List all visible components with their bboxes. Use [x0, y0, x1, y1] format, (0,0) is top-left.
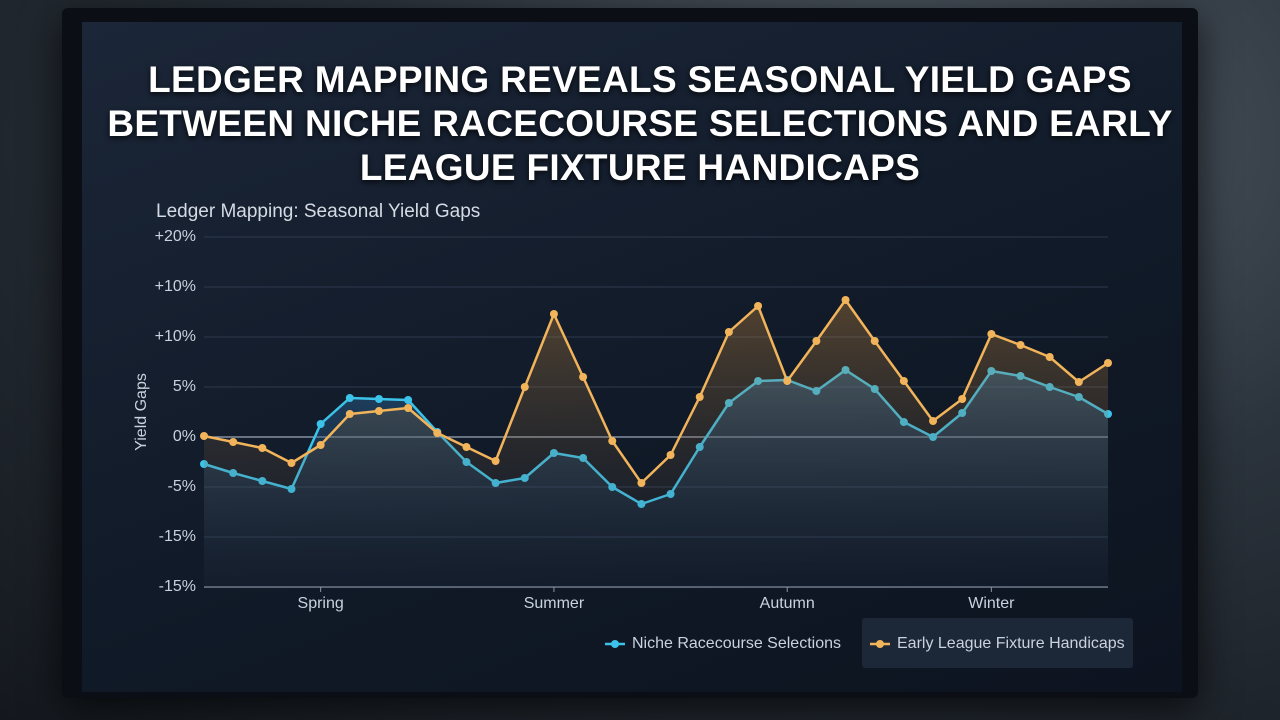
data-point [316, 420, 325, 428]
data-point [987, 330, 996, 338]
data-point [258, 444, 267, 452]
x-tick-label: Summer [524, 595, 585, 612]
series-area [204, 300, 1108, 587]
y-tick-label: +10% [155, 278, 196, 295]
data-point [316, 441, 325, 449]
data-point [841, 296, 850, 304]
chart-title: Ledger Mapping: Seasonal Yield Gaps [156, 201, 480, 222]
headline: LEDGER MAPPING REVEALS SEASONAL YIELD GA… [107, 59, 1173, 188]
data-point [812, 337, 821, 345]
x-tick-label: Autumn [760, 595, 815, 612]
data-point [929, 417, 938, 425]
legend-marker [876, 640, 884, 648]
data-point [958, 395, 967, 403]
data-point [345, 410, 354, 418]
data-point [229, 438, 238, 446]
legend-marker [611, 640, 619, 648]
x-tick-label: Spring [298, 595, 344, 612]
y-axis-label: Yield Gaps [133, 373, 150, 451]
data-point [1104, 359, 1112, 367]
data-point [404, 396, 413, 404]
y-tick-label: -15% [159, 528, 196, 545]
y-tick-label: 0% [173, 428, 196, 445]
data-point [666, 451, 675, 459]
y-tick-label: -15% [159, 578, 196, 595]
y-tick-label: -5% [168, 478, 196, 495]
data-point [374, 395, 383, 403]
data-point [899, 377, 908, 385]
data-point [783, 377, 792, 385]
data-point [870, 337, 879, 345]
data-point [549, 310, 558, 318]
data-point [608, 437, 617, 445]
data-point [345, 394, 354, 402]
data-point [579, 373, 588, 381]
data-point [724, 328, 733, 336]
data-point [200, 432, 208, 440]
data-point [1016, 341, 1025, 349]
data-point [491, 457, 500, 465]
y-tick-label: 5% [173, 378, 196, 395]
data-point [374, 407, 383, 415]
legend-label: Early League Fixture Handicaps [897, 635, 1125, 652]
data-point [433, 429, 442, 437]
series-line [203, 298, 1109, 485]
y-tick-label: +10% [155, 328, 196, 345]
data-point [1045, 353, 1054, 361]
data-point [637, 479, 646, 487]
data-point [520, 383, 529, 391]
data-point [287, 459, 296, 467]
data-point [754, 302, 763, 310]
legend-label: Niche Racecourse Selections [632, 635, 841, 652]
data-point [1074, 378, 1083, 386]
x-tick-label: Winter [968, 595, 1015, 612]
legend-box [862, 618, 1133, 668]
y-tick-label: +20% [155, 228, 196, 245]
data-point [695, 393, 704, 401]
data-point [462, 443, 471, 451]
data-point [404, 404, 413, 412]
